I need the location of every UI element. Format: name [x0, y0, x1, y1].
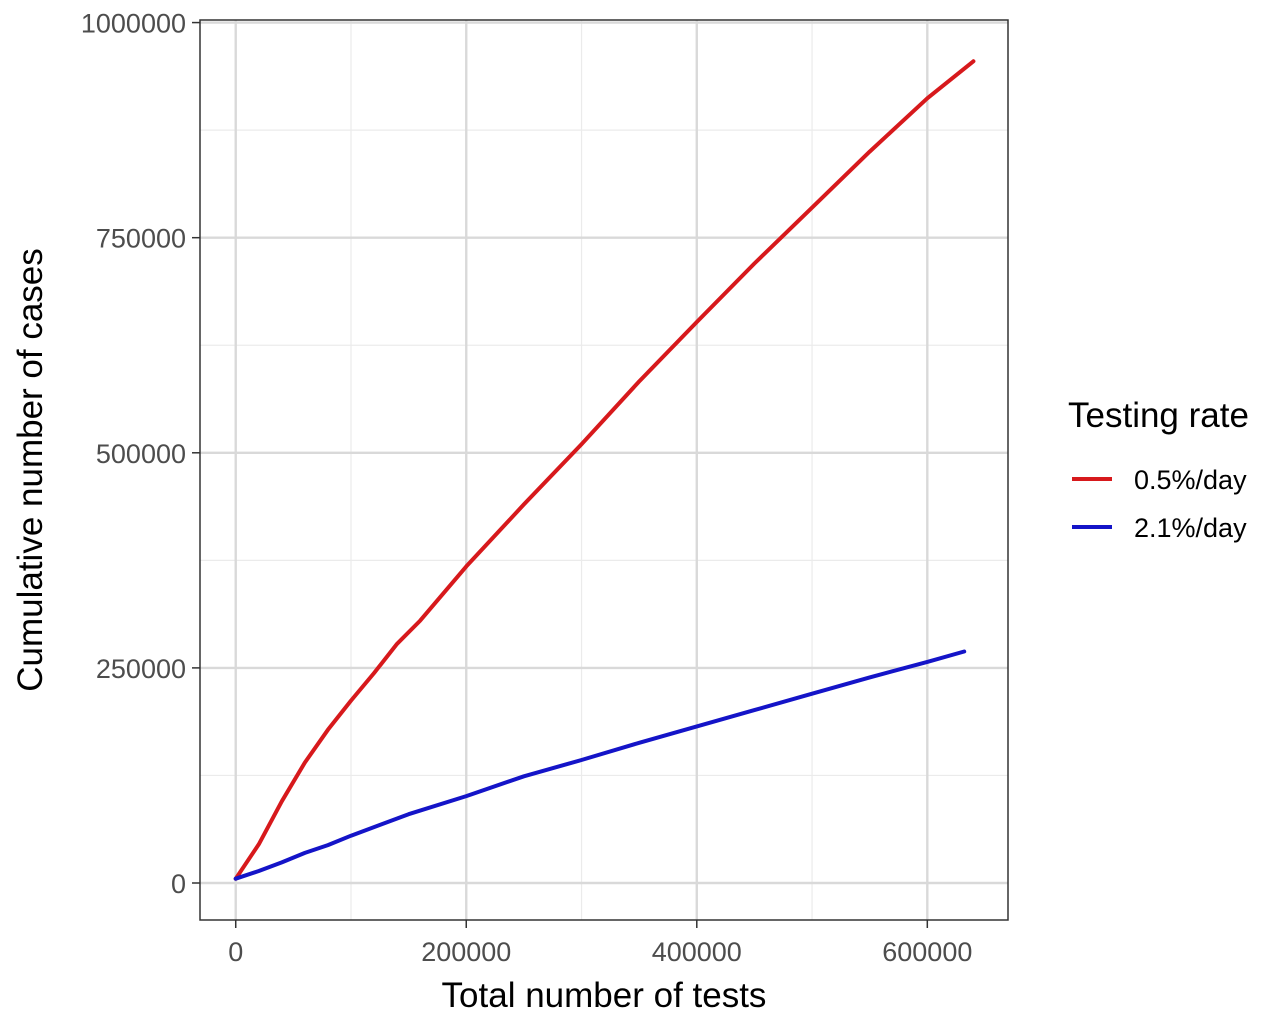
y-tick-label: 1000000: [81, 9, 186, 39]
legend-label: 2.1%/day: [1134, 513, 1247, 543]
plot-panel-border: [199, 19, 1009, 921]
x-tick-label: 0: [228, 937, 243, 967]
series-lines: [233, 59, 976, 881]
y-tick-label: 750000: [96, 224, 186, 254]
major-gridlines: [200, 20, 1008, 920]
minor-gridlines: [200, 20, 1008, 920]
series-line: [233, 59, 976, 881]
x-axis-title: Total number of tests: [442, 976, 767, 1015]
x-tick-label: 600000: [882, 937, 972, 967]
x-tick-label: 400000: [652, 937, 742, 967]
y-tick-label: 0: [171, 869, 186, 899]
plot-background: [200, 20, 1008, 920]
legend-items: 0.5%/day 2.1%/day: [1072, 465, 1247, 543]
y-tick-label: 500000: [96, 439, 186, 469]
y-axis: 0 250000 500000 750000 1000000: [81, 9, 200, 899]
x-axis: 0 200000 400000 600000: [228, 920, 972, 967]
legend-label: 0.5%/day: [1134, 465, 1247, 495]
legend-title: Testing rate: [1068, 396, 1249, 435]
legend: Testing rate 0.5%/day 2.1%/day: [1068, 396, 1249, 543]
y-axis-title: Cumulative number of cases: [11, 248, 50, 692]
x-tick-label: 200000: [421, 937, 511, 967]
y-tick-label: 250000: [96, 654, 186, 684]
series-line: [233, 649, 967, 881]
